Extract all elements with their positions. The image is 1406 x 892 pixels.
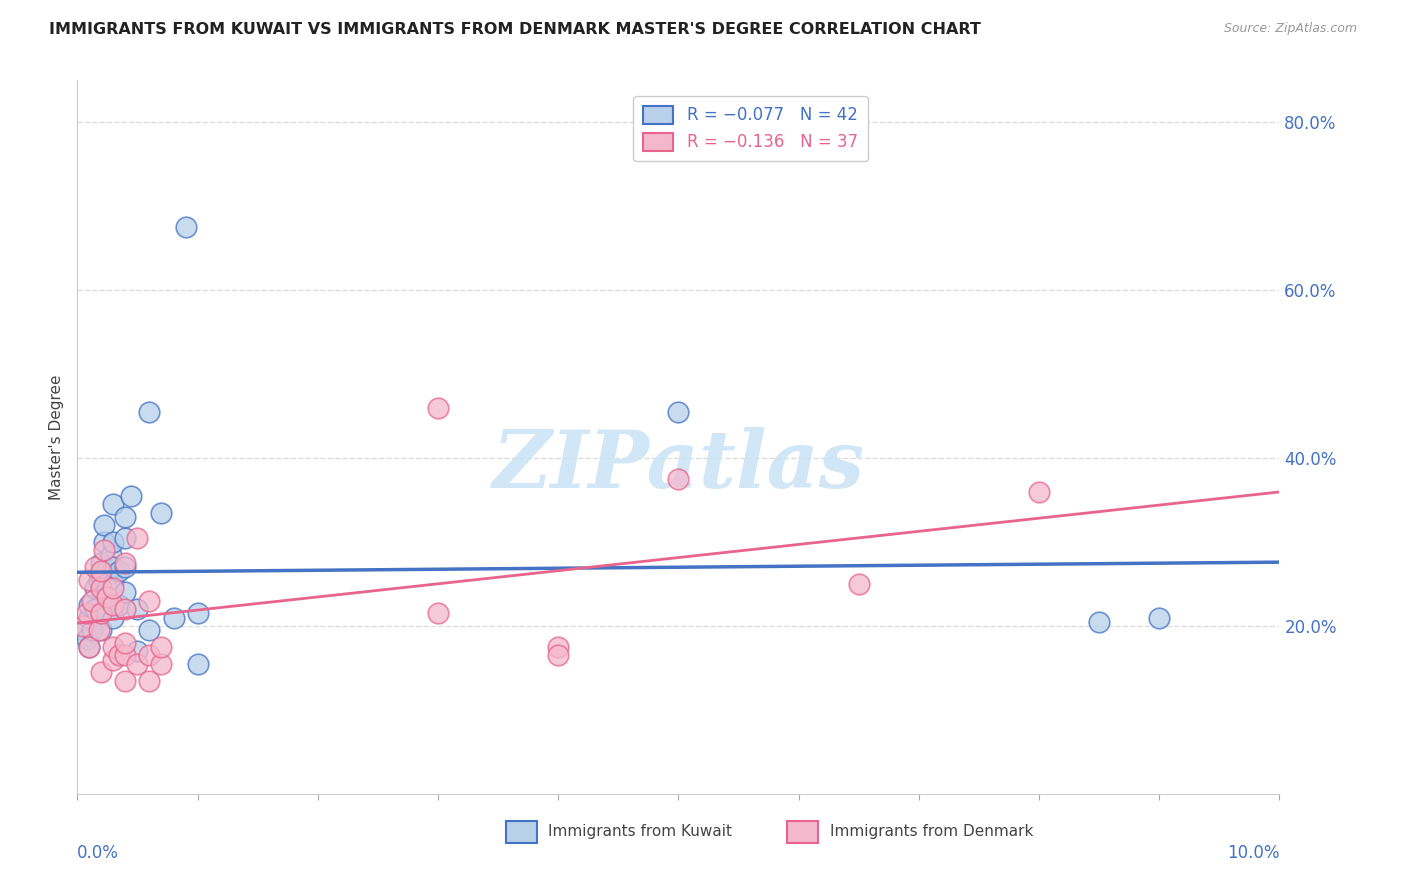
- Point: [79, 640, 101, 654]
- Point: [114, 602, 136, 616]
- Legend: R = −0.077   N = 42, R = −0.136   N = 37: R = −0.077 N = 42, R = −0.136 N = 37: [633, 95, 868, 161]
- Point: [150, 506, 173, 520]
- Point: [96, 581, 118, 595]
- Point: [187, 607, 209, 621]
- Point: [96, 565, 118, 579]
- Point: [84, 581, 107, 595]
- Point: [547, 648, 569, 663]
- Text: ZIPatlas: ZIPatlas: [492, 427, 865, 504]
- Point: [79, 598, 101, 612]
- Point: [150, 640, 173, 654]
- Point: [72, 623, 94, 637]
- Point: [79, 610, 101, 624]
- Point: [127, 644, 149, 658]
- Point: [138, 648, 160, 663]
- Point: [138, 405, 160, 419]
- Point: [108, 648, 131, 663]
- Point: [84, 560, 107, 574]
- Point: [547, 640, 569, 654]
- Point: [114, 673, 136, 688]
- Point: [127, 602, 149, 616]
- Point: [80, 623, 103, 637]
- Point: [79, 573, 101, 587]
- Point: [103, 640, 125, 654]
- Point: [114, 560, 136, 574]
- Point: [93, 543, 115, 558]
- Text: Immigrants from Denmark: Immigrants from Denmark: [830, 824, 1033, 839]
- Point: [103, 610, 125, 624]
- Point: [1149, 610, 1171, 624]
- Text: Source: ZipAtlas.com: Source: ZipAtlas.com: [1223, 22, 1357, 36]
- Point: [90, 581, 112, 595]
- Point: [87, 623, 110, 637]
- Point: [174, 220, 197, 235]
- Point: [103, 652, 125, 666]
- Point: [90, 565, 112, 579]
- Point: [150, 657, 173, 671]
- Point: [427, 607, 450, 621]
- Point: [114, 509, 136, 524]
- Point: [138, 594, 160, 608]
- Point: [90, 623, 112, 637]
- Point: [120, 489, 142, 503]
- Point: [103, 535, 125, 549]
- Point: [93, 535, 115, 549]
- Point: [80, 594, 103, 608]
- Text: 10.0%: 10.0%: [1227, 844, 1279, 862]
- Point: [114, 531, 136, 545]
- Text: Immigrants from Kuwait: Immigrants from Kuwait: [548, 824, 733, 839]
- Text: IMMIGRANTS FROM KUWAIT VS IMMIGRANTS FROM DENMARK MASTER'S DEGREE CORRELATION CH: IMMIGRANTS FROM KUWAIT VS IMMIGRANTS FRO…: [49, 22, 981, 37]
- Point: [76, 607, 98, 621]
- Point: [90, 556, 112, 570]
- Point: [103, 497, 125, 511]
- Point: [72, 619, 94, 633]
- Point: [127, 657, 149, 671]
- Point: [114, 636, 136, 650]
- Point: [108, 598, 131, 612]
- Point: [93, 518, 115, 533]
- Point: [103, 581, 125, 595]
- Point: [848, 577, 870, 591]
- Point: [90, 607, 112, 621]
- Point: [108, 565, 131, 579]
- Point: [103, 560, 125, 574]
- Point: [1088, 615, 1111, 629]
- Point: [187, 657, 209, 671]
- Point: [96, 590, 118, 604]
- Point: [103, 598, 125, 612]
- Point: [114, 585, 136, 599]
- Y-axis label: Master's Degree: Master's Degree: [49, 375, 65, 500]
- Point: [138, 673, 160, 688]
- Point: [87, 573, 110, 587]
- Point: [103, 577, 125, 591]
- Point: [90, 568, 112, 582]
- Point: [668, 472, 690, 486]
- Point: [162, 610, 184, 624]
- Point: [114, 556, 136, 570]
- Point: [79, 640, 101, 654]
- Point: [427, 401, 450, 415]
- Point: [90, 607, 112, 621]
- Point: [668, 405, 690, 419]
- Point: [138, 623, 160, 637]
- Point: [1028, 484, 1050, 499]
- Point: [127, 531, 149, 545]
- Text: 0.0%: 0.0%: [77, 844, 120, 862]
- Point: [84, 602, 107, 616]
- Point: [100, 548, 122, 562]
- Point: [76, 632, 98, 646]
- Point: [114, 648, 136, 663]
- Point: [90, 665, 112, 680]
